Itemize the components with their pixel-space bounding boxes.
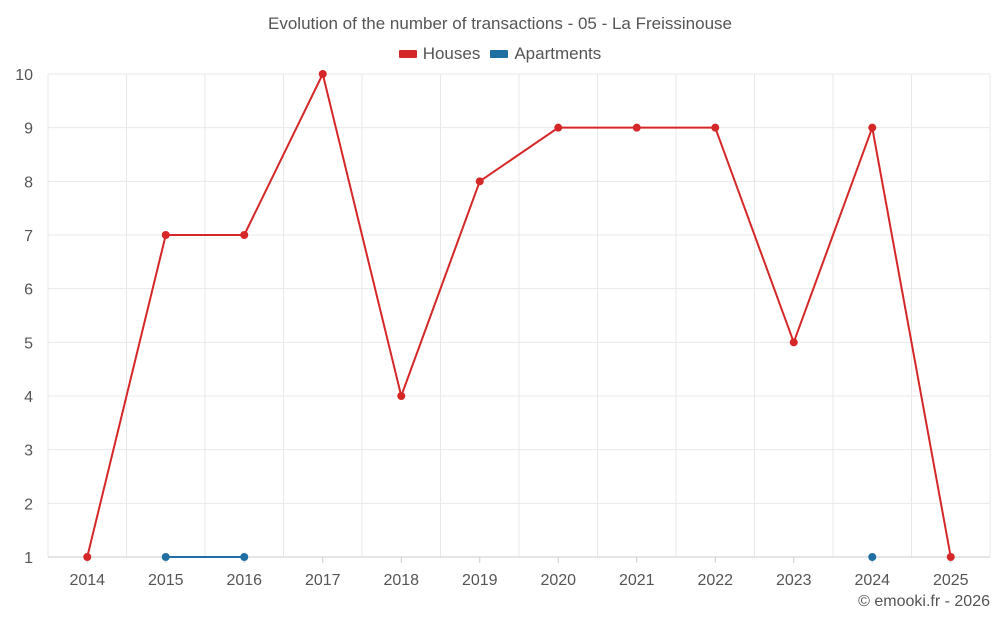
x-tick-label: 2015 <box>148 572 184 589</box>
data-point-houses[interactable] <box>475 177 484 186</box>
data-point-houses[interactable] <box>83 553 92 561</box>
series-points <box>83 70 955 561</box>
series-lines <box>86 73 952 558</box>
data-point-houses[interactable] <box>554 123 563 132</box>
data-point-houses[interactable] <box>240 231 249 239</box>
data-point-houses[interactable] <box>397 392 406 400</box>
legend: Houses Apartments <box>0 44 1000 64</box>
data-point-houses[interactable] <box>632 123 641 132</box>
credit-text: © emooki.fr - 2026 <box>858 593 990 610</box>
data-point-houses[interactable] <box>946 553 955 561</box>
legend-item-houses[interactable]: Houses <box>398 44 481 64</box>
legend-swatch-apartments <box>490 50 509 58</box>
x-tick-label: 2025 <box>933 572 969 589</box>
y-tick-label: 6 <box>24 282 33 299</box>
y-tick-label: 2 <box>24 496 33 513</box>
data-point-houses[interactable] <box>318 70 327 78</box>
data-point-apartments[interactable] <box>240 553 249 561</box>
x-tick-label: 2014 <box>69 572 105 589</box>
x-tick-label: 2022 <box>697 572 733 589</box>
y-tick-label: 3 <box>24 443 33 460</box>
legend-swatch-houses <box>398 50 417 58</box>
x-tick-label: 2024 <box>854 572 890 589</box>
data-point-apartments[interactable] <box>161 553 170 561</box>
data-point-houses[interactable] <box>789 338 798 347</box>
legend-label-houses: Houses <box>422 44 481 63</box>
y-tick-label: 4 <box>24 389 33 406</box>
y-tick-label: 5 <box>24 335 33 352</box>
grid <box>47 73 991 558</box>
axes: 1 2 3 4 5 6 7 8 9 10 2014 2015 2016 2017 2018 2019 2020 2… <box>15 67 990 589</box>
x-tick-label: 2020 <box>540 572 576 589</box>
y-tick-label: 10 <box>15 67 33 84</box>
x-tick-label: 2018 <box>383 572 419 589</box>
legend-label-apartments: Apartments <box>514 44 602 63</box>
x-tick-label: 2017 <box>305 572 341 589</box>
x-tick-label: 2016 <box>226 572 262 589</box>
chart-title: Evolution of the number of transactions … <box>268 14 732 33</box>
y-tick-label: 9 <box>24 121 33 138</box>
x-tick-label: 2019 <box>462 572 498 589</box>
data-point-apartments[interactable] <box>868 553 877 561</box>
data-point-houses[interactable] <box>161 231 170 239</box>
data-point-houses[interactable] <box>711 123 720 132</box>
y-tick-label: 1 <box>24 550 33 567</box>
y-tick-label: 8 <box>24 174 33 191</box>
legend-item-apartments[interactable]: Apartments <box>490 44 601 64</box>
x-tick-label: 2021 <box>619 572 655 589</box>
x-tick-label: 2023 <box>776 572 812 589</box>
series-line-houses <box>86 73 952 558</box>
data-point-houses[interactable] <box>868 123 877 132</box>
y-tick-label: 7 <box>24 228 33 245</box>
